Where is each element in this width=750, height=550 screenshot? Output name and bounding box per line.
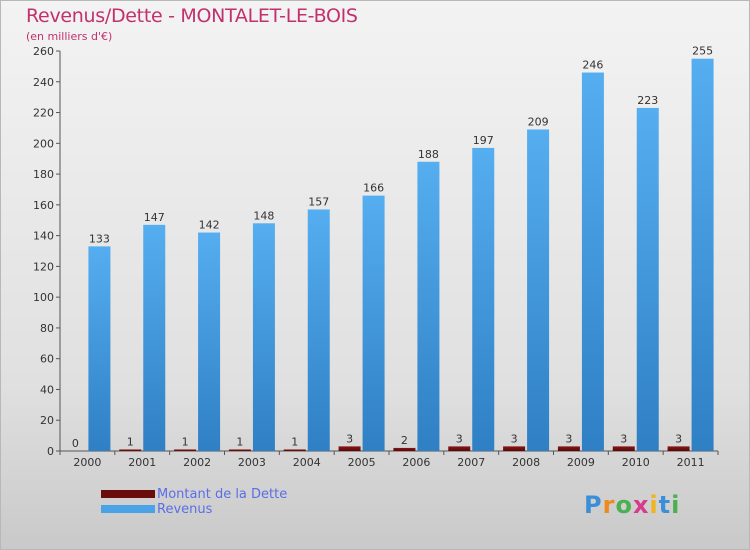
legend-label-revenus: Revenus bbox=[157, 502, 213, 517]
revenus-bar bbox=[307, 209, 330, 451]
legend-swatch-dette bbox=[101, 490, 155, 498]
dette-bar bbox=[503, 446, 526, 451]
dette-bar bbox=[557, 446, 580, 451]
y-tick-label: 40 bbox=[40, 383, 54, 396]
y-tick-label: 240 bbox=[33, 76, 54, 89]
revenus-bar bbox=[362, 195, 385, 451]
x-tick-label: 2003 bbox=[238, 456, 266, 469]
revenus-bar bbox=[527, 129, 550, 451]
logo-letter: t bbox=[658, 491, 672, 519]
y-tick-label: 120 bbox=[33, 260, 54, 273]
dette-bar bbox=[667, 446, 690, 451]
y-tick-label: 80 bbox=[40, 322, 54, 335]
dette-value-label: 0 bbox=[72, 437, 79, 450]
dette-value-label: 3 bbox=[620, 432, 627, 445]
x-tick-label: 2005 bbox=[348, 456, 376, 469]
y-tick-label: 200 bbox=[33, 137, 54, 150]
dette-bar bbox=[174, 449, 197, 451]
x-tick-label: 2002 bbox=[183, 456, 211, 469]
revenus-value-label: 147 bbox=[144, 211, 165, 224]
revenus-bar bbox=[88, 246, 111, 451]
x-tick-label: 2004 bbox=[293, 456, 321, 469]
proxiti-logo: Proxiti bbox=[584, 491, 680, 519]
x-tick-label: 2011 bbox=[677, 456, 705, 469]
revenus-value-label: 255 bbox=[692, 45, 713, 58]
dette-bar bbox=[119, 449, 142, 451]
dette-value-label: 1 bbox=[291, 435, 298, 448]
x-tick-label: 2000 bbox=[73, 456, 101, 469]
x-tick-label: 2009 bbox=[567, 456, 595, 469]
legend-label-dette: Montant de la Dette bbox=[157, 487, 288, 502]
dette-bar bbox=[448, 446, 471, 451]
y-tick-label: 180 bbox=[33, 168, 54, 181]
logo-letter: r bbox=[602, 491, 616, 519]
y-tick-label: 20 bbox=[40, 414, 54, 427]
y-tick-label: 260 bbox=[33, 45, 54, 58]
dette-value-label: 3 bbox=[565, 432, 572, 445]
x-tick-label: 2010 bbox=[622, 456, 650, 469]
revenus-value-label: 142 bbox=[199, 219, 220, 232]
revenus-bar bbox=[691, 58, 714, 451]
logo-letter: P bbox=[584, 491, 603, 519]
revenus-value-label: 157 bbox=[308, 195, 329, 208]
dette-value-label: 3 bbox=[456, 432, 463, 445]
dette-value-label: 1 bbox=[127, 435, 134, 448]
dette-bar bbox=[338, 446, 361, 451]
x-tick-label: 2001 bbox=[128, 456, 156, 469]
dette-value-label: 3 bbox=[675, 432, 682, 445]
revenus-bar bbox=[252, 223, 275, 451]
y-tick-label: 0 bbox=[47, 445, 54, 458]
y-tick-label: 60 bbox=[40, 353, 54, 366]
logo-letter: o bbox=[615, 491, 633, 519]
dette-value-label: 2 bbox=[401, 434, 408, 447]
revenus-value-label: 188 bbox=[418, 148, 439, 161]
revenus-bar bbox=[198, 232, 221, 451]
revenus-bar bbox=[417, 161, 440, 451]
dette-bar bbox=[393, 447, 416, 451]
dette-value-label: 1 bbox=[236, 435, 243, 448]
dette-value-label: 3 bbox=[346, 432, 353, 445]
revenus-value-label: 223 bbox=[637, 94, 658, 107]
x-tick-label: 2007 bbox=[457, 456, 485, 469]
y-tick-label: 140 bbox=[33, 230, 54, 243]
dette-bar bbox=[228, 449, 251, 451]
dette-value-label: 1 bbox=[182, 435, 189, 448]
chart-subtitle: (en milliers d'€) bbox=[26, 30, 113, 43]
logo-letter: x bbox=[632, 491, 650, 519]
dette-bar bbox=[612, 446, 635, 451]
revenus-value-label: 148 bbox=[253, 209, 274, 222]
logo-letter: i bbox=[649, 491, 659, 519]
revenus-value-label: 166 bbox=[363, 182, 384, 195]
revenus-value-label: 246 bbox=[582, 59, 603, 72]
revenus-bar bbox=[636, 107, 659, 451]
y-tick-label: 160 bbox=[33, 199, 54, 212]
legend-swatch-revenus bbox=[101, 505, 155, 513]
data-labels: 0 133 1 147 1 142 1 148 1 157 3 166 2 188 3 197 3 209 3 246… bbox=[72, 45, 713, 450]
revenus-value-label: 209 bbox=[528, 115, 549, 128]
revenus-bar bbox=[143, 224, 166, 451]
revenus-value-label: 197 bbox=[473, 134, 494, 147]
y-tick-label: 100 bbox=[33, 291, 54, 304]
chart-title: Revenus/Dette - MONTALET-LE-BOIS bbox=[26, 5, 358, 27]
dette-bar bbox=[283, 449, 306, 451]
axes: 0204060801001201401601802002202402602000… bbox=[33, 45, 719, 469]
dette-value-label: 3 bbox=[511, 432, 518, 445]
revenus-bar bbox=[581, 72, 604, 452]
logo-letter: i bbox=[671, 491, 681, 519]
bars bbox=[88, 58, 714, 452]
y-tick-label: 220 bbox=[33, 107, 54, 120]
revenus-bar bbox=[472, 147, 495, 451]
x-tick-label: 2006 bbox=[402, 456, 430, 469]
revenus-value-label: 133 bbox=[89, 232, 110, 245]
x-tick-label: 2008 bbox=[512, 456, 540, 469]
